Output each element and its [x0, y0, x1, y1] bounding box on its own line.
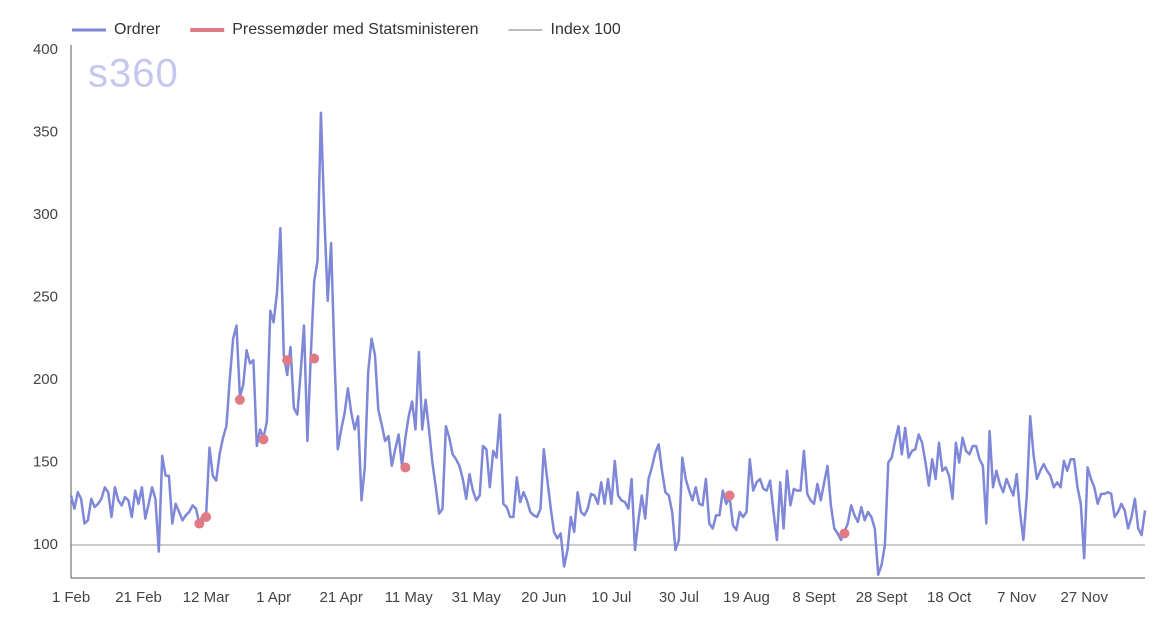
x-tick-label: 30 Jul [659, 589, 699, 606]
legend-label: Ordrer [114, 21, 161, 38]
y-tick-label: 400 [33, 41, 58, 58]
press-dot [400, 462, 411, 473]
press-dot [234, 394, 245, 405]
press-dot [201, 511, 212, 522]
x-tick-label: 7 Nov [997, 589, 1037, 606]
legend-label: Index 100 [551, 21, 621, 38]
y-tick-label: 250 [33, 288, 58, 305]
series-line [69, 111, 1147, 576]
press-dot [258, 434, 269, 445]
legend-label: Pressemøder med Statsministeren [232, 21, 478, 38]
x-tick-label: 20 Jun [521, 589, 566, 606]
x-tick-label: 21 Feb [115, 589, 162, 606]
press-dot [309, 353, 320, 364]
x-tick-label: 12 Mar [183, 589, 230, 606]
x-tick-label: 21 Apr [320, 589, 363, 606]
x-tick-label: 18 Oct [927, 589, 972, 606]
x-tick-label: 10 Jul [591, 589, 631, 606]
press-dot [194, 518, 205, 529]
x-tick-label: 27 Nov [1060, 589, 1108, 606]
watermark: s360 [88, 52, 179, 96]
press-dot [839, 528, 850, 539]
x-tick-label: 19 Aug [723, 589, 770, 606]
y-tick-label: 100 [33, 536, 58, 553]
x-tick-label: 8 Sept [792, 589, 836, 606]
y-tick-label: 350 [33, 123, 58, 140]
x-tick-label: 1 Feb [52, 589, 90, 606]
x-tick-label: 11 May [385, 589, 434, 606]
y-tick-label: 300 [33, 206, 58, 223]
y-tick-label: 200 [33, 371, 58, 388]
x-tick-label: 28 Sept [856, 589, 909, 606]
x-tick-label: 31 May [452, 589, 502, 606]
press-dot [724, 490, 735, 501]
press-dot [282, 355, 293, 366]
y-tick-label: 150 [33, 453, 58, 470]
x-tick-label: 1 Apr [256, 589, 291, 606]
